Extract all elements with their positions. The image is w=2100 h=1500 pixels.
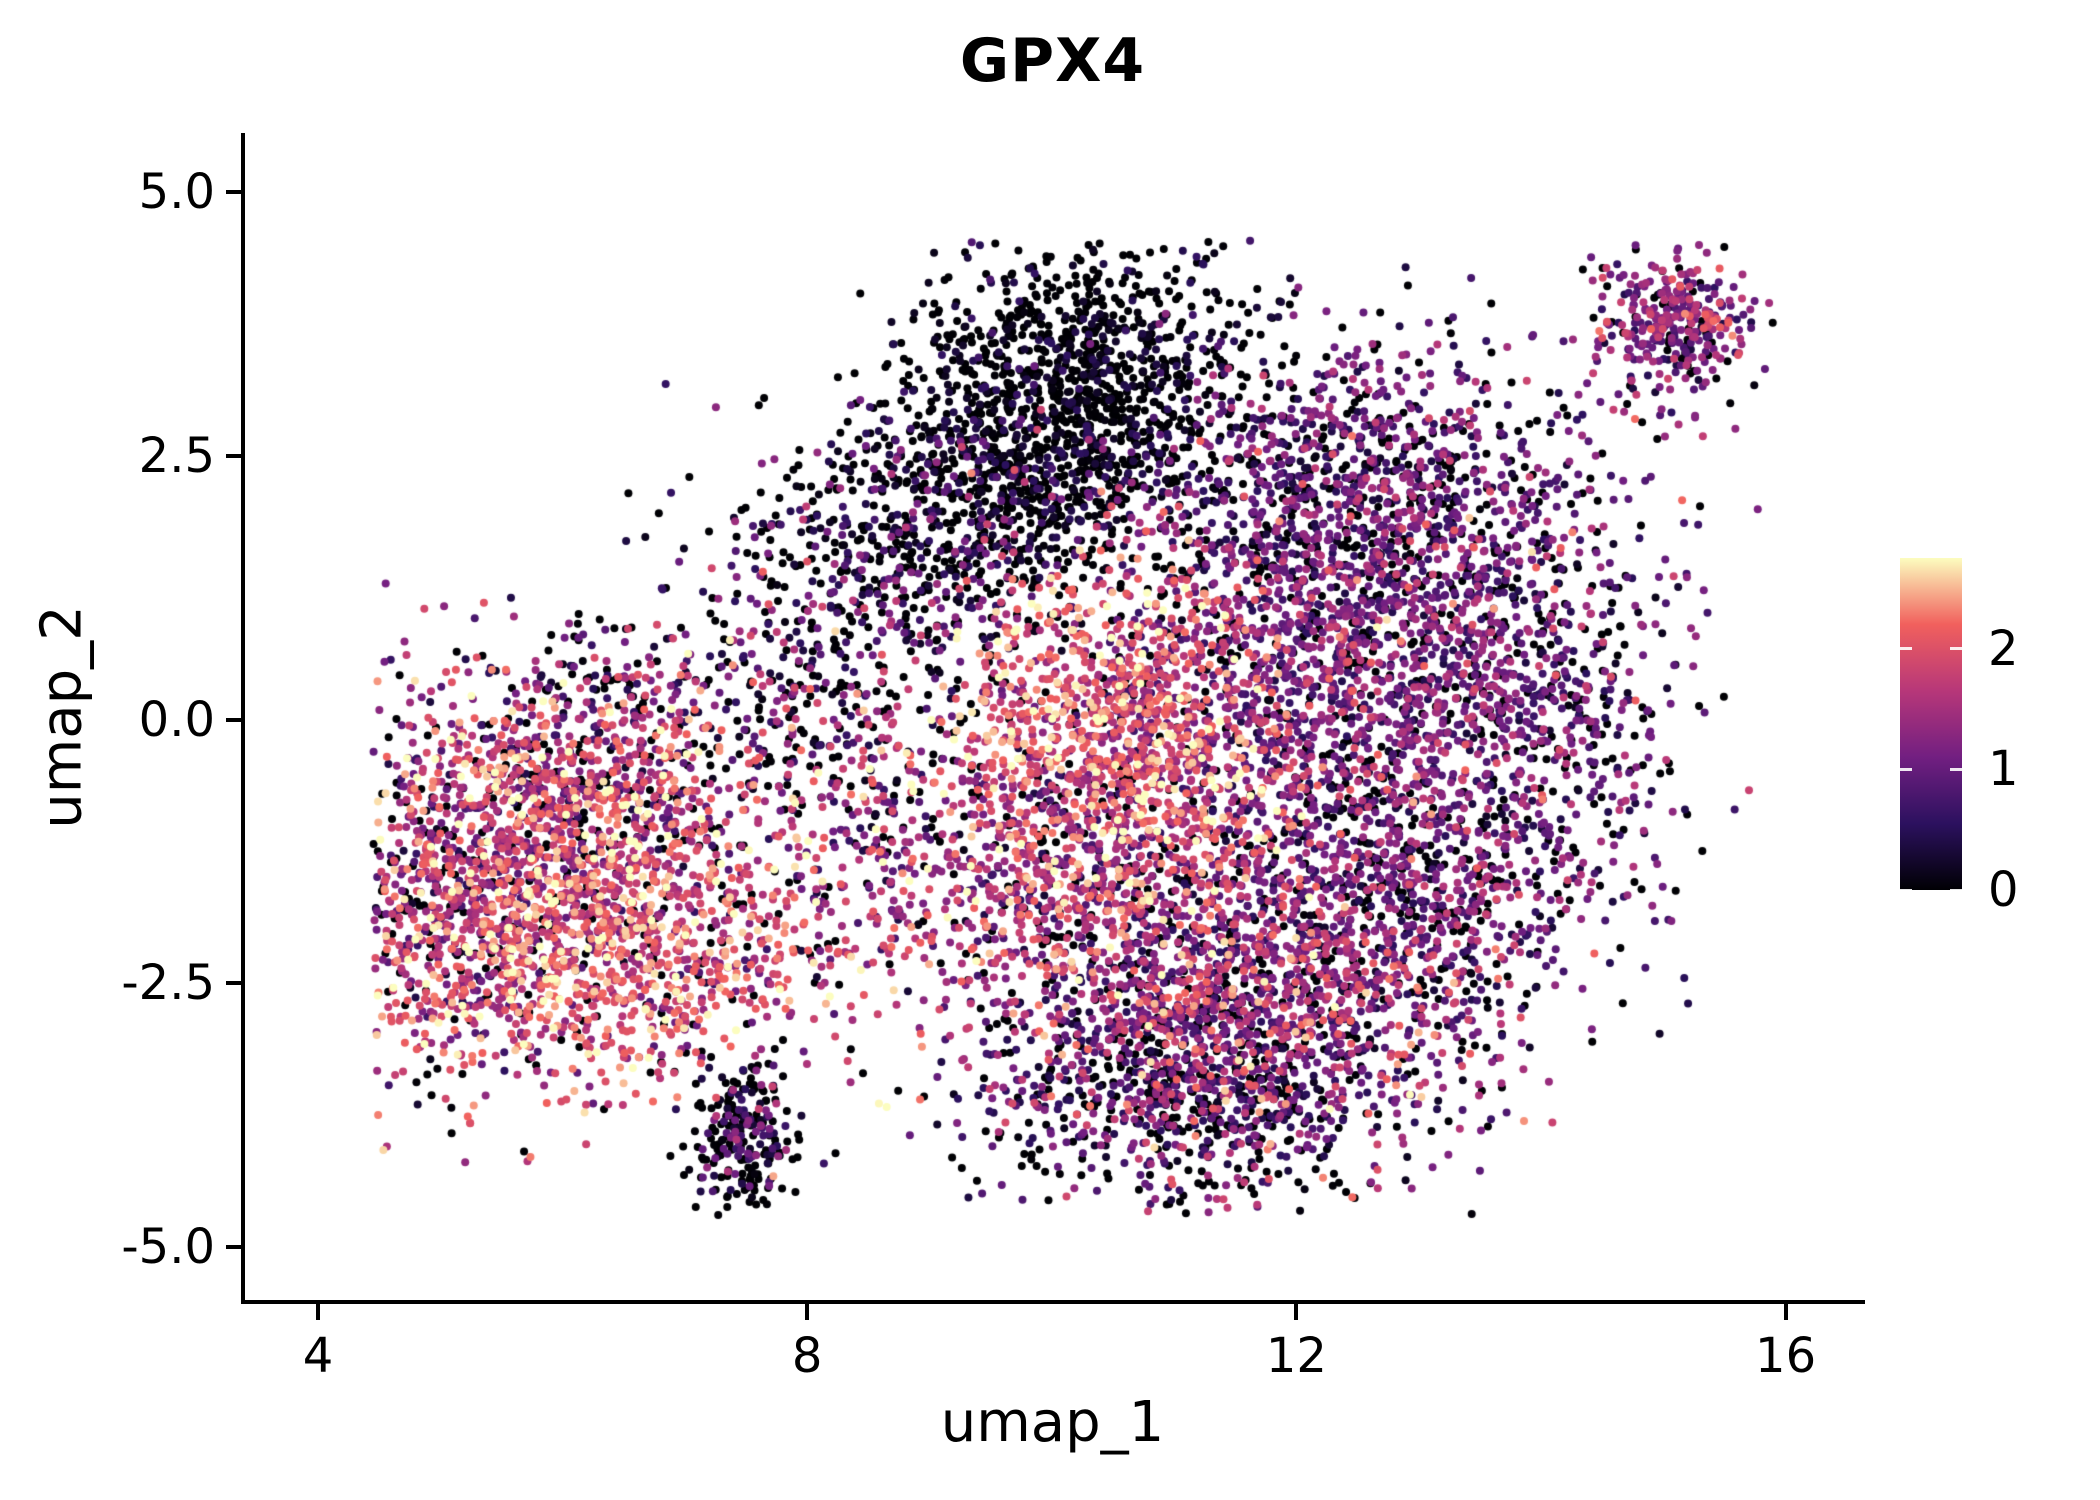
colorbar-tick-label: 2 [1988,620,2019,677]
colorbar-tick-mark [1950,888,1962,890]
y-tick-mark [226,453,241,458]
y-axis-line [241,133,245,1304]
y-tick-label: -5.0 [121,1219,215,1275]
colorbar-tick-mark [1900,767,1912,771]
chart-title: GPX4 [959,26,1146,96]
y-tick-mark [226,190,241,194]
colorbar-tick-mark [1900,647,1912,651]
y-axis-title: umap_2 [29,605,95,829]
plot-panel [245,135,1860,1300]
colorbar-tick-mark [1950,767,1962,771]
x-tick-mark [1783,1304,1788,1320]
colorbar-tick-label: 1 [1988,741,2019,798]
y-tick-label: 5.0 [138,164,215,220]
x-tick-label: 16 [1755,1328,1817,1384]
x-tick-label: 12 [1265,1328,1327,1384]
x-tick-mark [805,1304,810,1320]
x-tick-mark [1294,1304,1299,1320]
y-tick-mark [226,717,241,722]
x-tick-label: 8 [791,1328,823,1384]
colorbar-tick-mark [1900,888,1912,890]
y-tick-mark [226,1245,241,1249]
x-axis-title: umap_1 [940,1390,1165,1455]
x-axis-line [241,1300,1865,1304]
colorbar-tick-label: 0 [1988,862,2019,918]
colorbar-gradient [1900,558,1962,890]
x-tick-label: 4 [302,1328,334,1384]
y-tick-mark [226,981,241,986]
y-tick-label: 2.5 [138,427,215,484]
y-tick-label: -2.5 [121,955,215,1012]
scatter-canvas [245,135,1860,1300]
x-tick-mark [316,1304,320,1320]
y-tick-label: 0.0 [138,691,215,748]
colorbar-tick-mark [1950,647,1962,651]
